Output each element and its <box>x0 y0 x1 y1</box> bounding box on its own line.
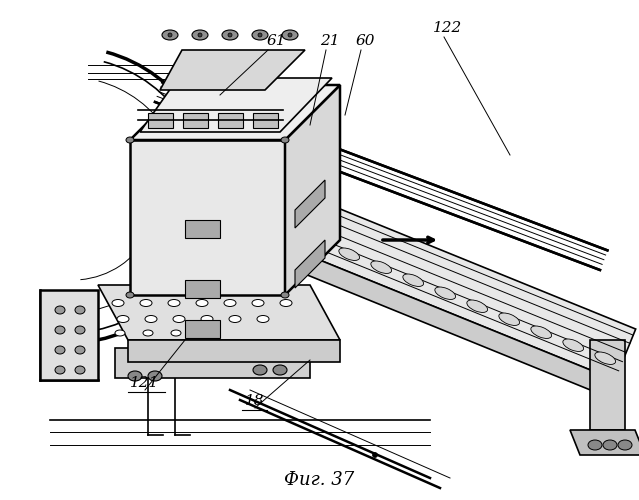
Text: 18: 18 <box>245 394 265 408</box>
Ellipse shape <box>148 371 162 381</box>
Ellipse shape <box>252 30 268 40</box>
Ellipse shape <box>588 440 602 450</box>
Polygon shape <box>218 113 243 128</box>
Ellipse shape <box>145 316 157 322</box>
Ellipse shape <box>228 33 232 37</box>
Ellipse shape <box>252 300 264 306</box>
Ellipse shape <box>168 33 172 37</box>
Ellipse shape <box>281 292 289 298</box>
Text: 60: 60 <box>355 34 374 48</box>
Polygon shape <box>130 85 340 140</box>
Ellipse shape <box>126 292 134 298</box>
Ellipse shape <box>273 365 287 375</box>
Polygon shape <box>130 140 285 295</box>
Ellipse shape <box>143 330 153 336</box>
Text: 121: 121 <box>130 376 160 390</box>
Polygon shape <box>295 250 615 400</box>
Polygon shape <box>40 290 98 380</box>
Ellipse shape <box>112 300 124 306</box>
Ellipse shape <box>55 306 65 314</box>
Polygon shape <box>98 285 340 340</box>
Ellipse shape <box>595 352 615 364</box>
Ellipse shape <box>75 326 85 334</box>
Ellipse shape <box>403 274 424 286</box>
Ellipse shape <box>435 287 456 300</box>
Polygon shape <box>115 348 310 378</box>
Ellipse shape <box>467 300 488 312</box>
Ellipse shape <box>280 300 292 306</box>
Ellipse shape <box>253 365 267 375</box>
Ellipse shape <box>55 366 65 374</box>
Ellipse shape <box>258 33 262 37</box>
Ellipse shape <box>222 30 238 40</box>
Polygon shape <box>570 430 639 455</box>
Ellipse shape <box>173 316 185 322</box>
Ellipse shape <box>128 371 142 381</box>
Ellipse shape <box>282 30 298 40</box>
Ellipse shape <box>201 316 213 322</box>
Ellipse shape <box>371 261 392 274</box>
Ellipse shape <box>168 300 180 306</box>
Ellipse shape <box>257 316 269 322</box>
Ellipse shape <box>224 300 236 306</box>
Polygon shape <box>183 113 208 128</box>
Polygon shape <box>295 199 636 380</box>
Ellipse shape <box>563 339 583 351</box>
Ellipse shape <box>55 346 65 354</box>
Ellipse shape <box>196 300 208 306</box>
Ellipse shape <box>229 316 241 322</box>
Ellipse shape <box>339 248 360 260</box>
Ellipse shape <box>117 316 129 322</box>
Polygon shape <box>185 280 220 298</box>
Ellipse shape <box>75 366 85 374</box>
Polygon shape <box>285 85 340 295</box>
Polygon shape <box>148 113 173 128</box>
Polygon shape <box>185 220 220 238</box>
Ellipse shape <box>373 452 378 458</box>
Ellipse shape <box>75 346 85 354</box>
Polygon shape <box>185 320 220 338</box>
Polygon shape <box>160 50 305 90</box>
Ellipse shape <box>281 137 289 143</box>
Polygon shape <box>295 180 325 228</box>
Ellipse shape <box>531 326 551 338</box>
Ellipse shape <box>288 33 292 37</box>
Ellipse shape <box>162 30 178 40</box>
Polygon shape <box>128 340 340 362</box>
Ellipse shape <box>115 330 125 336</box>
Polygon shape <box>140 78 332 132</box>
Text: Фиг. 37: Фиг. 37 <box>284 471 355 489</box>
Ellipse shape <box>55 326 65 334</box>
Ellipse shape <box>307 235 328 248</box>
Text: 21: 21 <box>320 34 340 48</box>
Polygon shape <box>590 340 625 430</box>
Ellipse shape <box>75 306 85 314</box>
Ellipse shape <box>499 313 520 326</box>
Text: 61: 61 <box>266 34 286 48</box>
Polygon shape <box>295 240 325 288</box>
Ellipse shape <box>198 33 202 37</box>
Ellipse shape <box>618 440 632 450</box>
Ellipse shape <box>192 30 208 40</box>
Polygon shape <box>253 113 278 128</box>
Ellipse shape <box>603 440 617 450</box>
Text: 122: 122 <box>433 21 463 35</box>
Ellipse shape <box>126 137 134 143</box>
Ellipse shape <box>140 300 152 306</box>
Ellipse shape <box>171 330 181 336</box>
